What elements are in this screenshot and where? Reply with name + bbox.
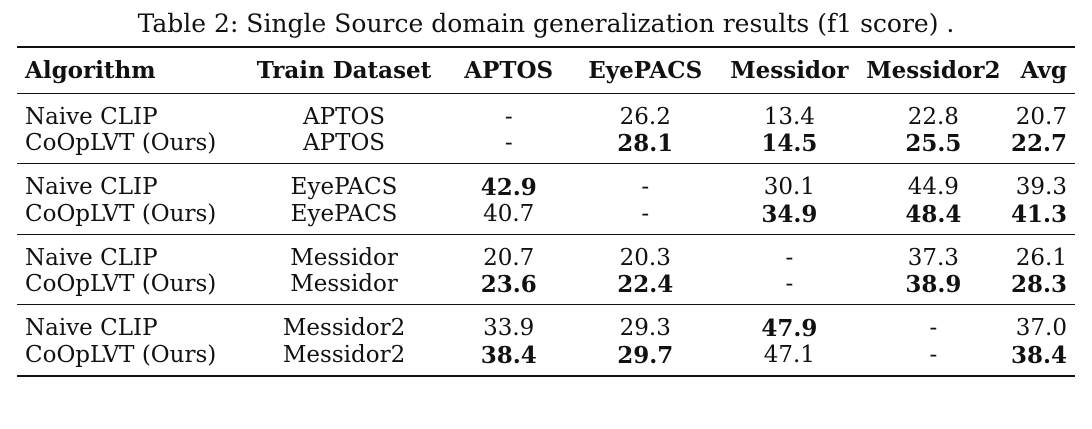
cell-aptos: 33.9 [483, 315, 535, 341]
cell-messidor: 13.4 [763, 103, 815, 130]
cell-avg: 39.3 [1015, 174, 1067, 200]
table-header: Algorithm Train Dataset APTOS EyePACS Me… [17, 46, 1075, 94]
cell-train-dataset: Messidor2 [282, 342, 406, 368]
cell-aptos: 23.6 [480, 270, 537, 298]
table-row: Naive CLIP Messidor2 33.9 29.3 47.9 - 37.0 [17, 304, 1075, 342]
cell-eyepacs: 29.3 [619, 315, 671, 341]
cell-algorithm: CoOpLVT (Ours) [25, 342, 217, 368]
cell-eyepacs: 26.2 [619, 103, 671, 130]
header-aptos: APTOS [446, 46, 571, 94]
cell-messidor2: 38.9 [905, 270, 962, 298]
cell-messidor2: 22.8 [907, 103, 959, 130]
cell-avg: 22.7 [1010, 129, 1067, 157]
cell-avg: 28.3 [1010, 270, 1067, 298]
header-row: Algorithm Train Dataset APTOS EyePACS Me… [17, 46, 1075, 94]
cell-avg: 41.3 [1010, 200, 1067, 228]
cell-messidor: 14.5 [761, 129, 818, 157]
cell-algorithm: Naive CLIP [25, 103, 158, 130]
header-train-dataset: Train Dataset [241, 46, 447, 94]
cell-messidor: 30.1 [763, 174, 815, 200]
cell-train-dataset: APTOS [303, 130, 386, 156]
cell-messidor: - [785, 271, 794, 297]
cell-train-dataset: Messidor2 [282, 315, 406, 341]
cell-aptos: 42.9 [480, 173, 537, 201]
table-row: CoOpLVT (Ours) EyePACS 40.7 - 34.9 48.4 41.3 [17, 200, 1075, 234]
cell-train-dataset: EyePACS [290, 174, 398, 200]
cell-eyepacs: 22.4 [617, 270, 674, 298]
cell-algorithm: CoOpLVT (Ours) [25, 201, 217, 227]
cell-aptos: 20.7 [483, 244, 535, 271]
cell-messidor2: - [929, 315, 938, 341]
header-messidor: Messidor [719, 46, 859, 94]
cell-eyepacs: - [641, 174, 650, 200]
cell-algorithm: Naive CLIP [25, 174, 158, 200]
cell-messidor: - [785, 244, 794, 271]
cell-messidor2: - [929, 342, 938, 368]
table-row: CoOpLVT (Ours) Messidor2 38.4 29.7 47.1 - 38.4 [17, 342, 1075, 376]
results-table: Algorithm Train Dataset APTOS EyePACS Me… [17, 46, 1075, 377]
cell-train-dataset: APTOS [303, 103, 386, 130]
header-avg: Avg [1007, 46, 1075, 94]
cell-train-dataset: EyePACS [290, 201, 398, 227]
cell-algorithm: CoOpLVT (Ours) [25, 130, 217, 156]
cell-avg: 37.0 [1015, 315, 1067, 341]
cell-messidor: 47.1 [763, 342, 815, 368]
cell-eyepacs: 28.1 [617, 129, 674, 157]
cell-avg: 20.7 [1015, 103, 1067, 130]
cell-eyepacs: 29.7 [617, 341, 674, 369]
table-row: Naive CLIP Messidor 20.7 20.3 - 37.3 26.1 [17, 234, 1075, 271]
header-algorithm: Algorithm [17, 46, 242, 94]
table-row: Naive CLIP EyePACS 42.9 - 30.1 44.9 39.3 [17, 163, 1075, 201]
cell-eyepacs: - [641, 201, 650, 227]
cell-messidor2: 48.4 [905, 200, 962, 228]
cell-aptos: - [504, 103, 513, 130]
table-row: CoOpLVT (Ours) APTOS - 28.1 14.5 25.5 22.7 [17, 129, 1075, 163]
cell-messidor: 34.9 [761, 200, 818, 228]
cell-aptos: 38.4 [480, 341, 537, 369]
cell-messidor2: 25.5 [905, 129, 962, 157]
cell-avg: 26.1 [1015, 244, 1067, 271]
cell-algorithm: Naive CLIP [25, 315, 158, 341]
cell-train-dataset: Messidor [290, 271, 398, 297]
table-body: Naive CLIP APTOS -26.2 13.4 22.8 20.7 CoOpLVT … [17, 93, 1075, 376]
table-row: CoOpLVT (Ours) Messidor 23.6 22.4 - 38.9 28.3 [17, 270, 1075, 304]
table-caption: Table 2: Single Source domain generaliza… [137, 9, 955, 38]
cell-aptos: 40.7 [483, 201, 535, 227]
header-eyepacs: EyePACS [570, 46, 720, 94]
cell-avg: 38.4 [1010, 341, 1067, 369]
cell-algorithm: Naive CLIP [25, 244, 158, 271]
cell-algorithm: CoOpLVT (Ours) [25, 271, 217, 297]
table-row: Naive CLIP APTOS - 26.2 13.4 22.8 20.7 [17, 93, 1075, 130]
cell-messidor: 47.9 [761, 314, 818, 342]
cell-eyepacs: 20.3 [619, 244, 671, 271]
cell-messidor2: 37.3 [907, 244, 959, 271]
header-messidor2: Messidor2 [858, 46, 1008, 94]
cell-aptos: - [504, 130, 513, 156]
cell-messidor2: 44.9 [907, 174, 959, 200]
cell-train-dataset: Messidor [290, 244, 398, 271]
